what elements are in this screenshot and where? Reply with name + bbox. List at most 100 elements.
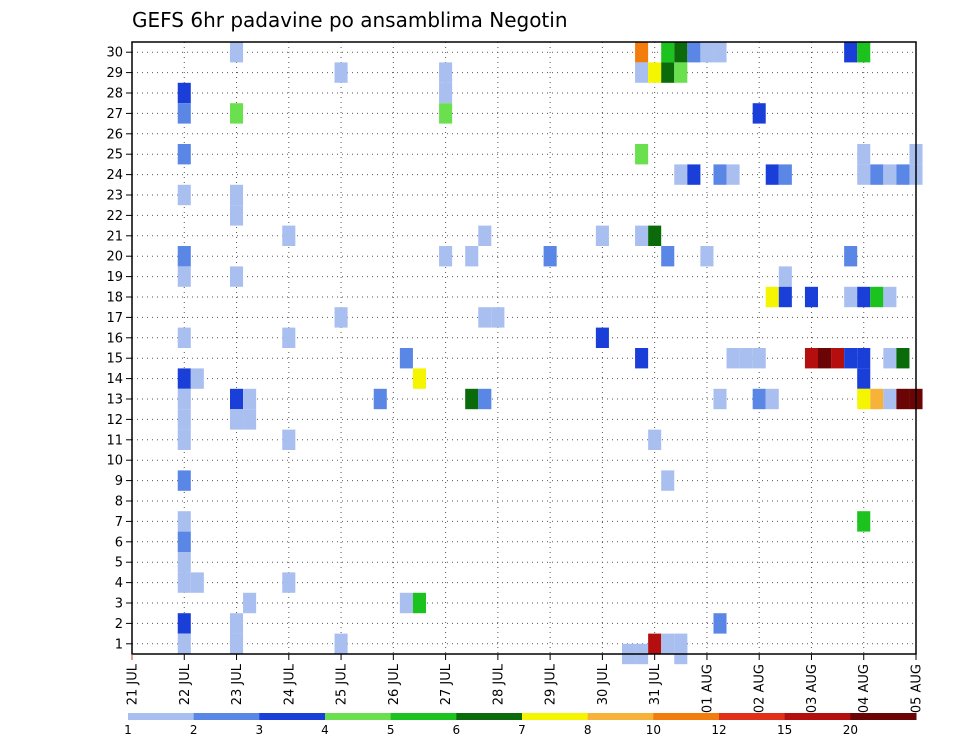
heat-cell xyxy=(844,348,858,369)
heat-cell xyxy=(870,286,884,308)
heat-cell xyxy=(230,388,244,410)
x-tick-label: 25 JUL xyxy=(335,663,350,705)
heat-cell xyxy=(230,205,244,226)
heat-cell xyxy=(804,286,818,308)
heat-cell xyxy=(177,368,191,389)
heat-cell xyxy=(177,184,191,206)
x-tick-label: 26 JUL xyxy=(387,663,402,705)
heat-cell xyxy=(230,103,244,124)
heat-cell xyxy=(765,388,779,410)
heat-cell xyxy=(700,42,714,63)
x-tick-label: 31 JUL xyxy=(648,663,663,705)
y-tick-label: 10 xyxy=(106,454,123,469)
heat-cell xyxy=(765,286,779,308)
heat-cell xyxy=(243,592,257,614)
colorbar-label: 5 xyxy=(387,723,395,737)
heat-cell xyxy=(804,348,818,369)
heat-cell xyxy=(635,225,649,246)
y-tick-label: 17 xyxy=(106,311,123,326)
heat-cell xyxy=(870,164,884,185)
colorbar-swatch xyxy=(456,713,523,720)
y-tick-label: 25 xyxy=(106,148,123,163)
heat-cell xyxy=(595,225,609,246)
x-tick-label: 29 JUL xyxy=(544,663,559,705)
colorbar-label: 7 xyxy=(518,723,526,737)
colorbar-swatch xyxy=(390,713,457,720)
heat-cell xyxy=(282,429,296,450)
y-tick-label: 6 xyxy=(115,535,123,550)
y-tick-label: 26 xyxy=(106,127,123,142)
heat-cell xyxy=(687,164,701,185)
heat-cell xyxy=(478,307,492,328)
colorbar-label: 6 xyxy=(453,723,461,737)
y-tick-label: 23 xyxy=(106,189,123,204)
heat-cell xyxy=(661,246,675,267)
cells xyxy=(177,42,923,665)
heat-cell xyxy=(373,388,387,410)
heat-cell xyxy=(282,572,296,593)
heat-cell xyxy=(765,164,779,185)
colorbar-swatch xyxy=(259,713,326,720)
heat-cell xyxy=(177,429,191,450)
heat-cell xyxy=(752,103,766,124)
y-tick-label: 24 xyxy=(106,168,123,183)
heat-cell xyxy=(177,613,191,634)
colorbar-swatch xyxy=(784,713,851,720)
heat-cell xyxy=(883,348,897,369)
y-tick-label: 8 xyxy=(115,495,123,510)
x-tick-label: 01 AUG xyxy=(700,664,715,713)
heat-cell xyxy=(177,246,191,267)
heat-cell xyxy=(883,164,897,185)
heat-cell xyxy=(282,225,296,246)
heat-cell xyxy=(661,42,675,63)
y-tick-label: 22 xyxy=(106,209,123,224)
x-tick-label: 22 JUL xyxy=(178,663,193,705)
y-tick-label: 21 xyxy=(106,229,123,244)
colorbar-label: 2 xyxy=(190,723,198,737)
colorbar-label: 3 xyxy=(256,723,264,737)
heat-cell xyxy=(896,388,910,410)
heat-cell xyxy=(778,286,792,308)
heat-cell xyxy=(439,246,453,267)
plot-frame xyxy=(131,41,917,655)
heat-cell xyxy=(177,511,191,532)
y-tick-label: 19 xyxy=(106,270,123,285)
y-tick-label: 29 xyxy=(106,66,123,81)
colorbar: 1 2 3 4 5 6 7 8 10 12 15 20 xyxy=(124,713,917,737)
heat-cell xyxy=(230,266,244,287)
heat-cell xyxy=(844,42,858,63)
y-tick-label: 20 xyxy=(106,250,123,265)
y-tick-label: 7 xyxy=(115,515,123,530)
heat-cell xyxy=(635,348,649,369)
y-tick-label: 28 xyxy=(106,87,123,102)
heat-cell xyxy=(177,266,191,287)
heat-cell xyxy=(177,327,191,348)
colorbar-label: 15 xyxy=(777,723,792,737)
heat-cell xyxy=(282,327,296,348)
colorbar-label: 1 xyxy=(124,723,132,737)
colorbar-swatch xyxy=(522,713,589,720)
heat-cell xyxy=(543,246,557,267)
y-tick-label: 2 xyxy=(115,617,123,632)
heat-cell xyxy=(465,246,479,267)
x-tick-label: 21 JUL xyxy=(126,663,141,705)
heat-cell xyxy=(661,470,675,491)
heat-cell xyxy=(674,62,688,83)
heat-cell xyxy=(896,164,910,185)
heat-cell xyxy=(648,225,662,246)
colorbar-swatch xyxy=(193,713,260,720)
heat-cell xyxy=(439,82,453,104)
heat-cell xyxy=(177,572,191,593)
heat-cell xyxy=(177,103,191,124)
y-tick-label: 11 xyxy=(106,433,123,448)
heat-cell xyxy=(334,307,348,328)
heat-cell xyxy=(412,592,426,614)
heat-cell xyxy=(844,286,858,308)
heat-cell xyxy=(177,409,191,430)
x-tick-label: 27 JUL xyxy=(439,663,454,705)
heat-cell xyxy=(674,164,688,185)
y-tick-label: 30 xyxy=(106,46,123,61)
x-tick-label: 04 AUG xyxy=(857,664,872,713)
heat-cell xyxy=(648,633,662,654)
colorbar-swatch xyxy=(128,713,195,720)
